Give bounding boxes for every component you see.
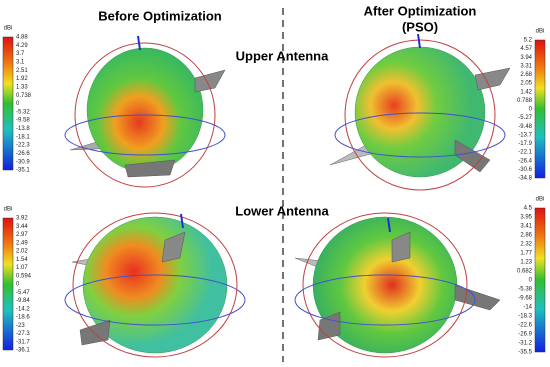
colorbar-tick-label: -9.84 xyxy=(16,298,30,304)
row-title: Upper Antenna xyxy=(236,48,329,63)
colorbar-tick-label: -31.2 xyxy=(518,341,532,347)
colorbar-tick-label: -9.58 xyxy=(16,118,30,124)
colorbar-tick-label: 0 xyxy=(16,282,20,288)
colorbar-tick-label: 2.51 xyxy=(16,68,28,74)
colorbar-tick-label: -22.3 xyxy=(16,143,30,149)
colorbar-tick-label: -30.6 xyxy=(518,167,532,173)
column-title: After Optimization xyxy=(364,3,477,18)
colorbar-tick-label: 3.7 xyxy=(16,51,25,57)
colorbar-tick-label: -18.1 xyxy=(16,134,30,140)
colorbar-tick-label: 1.77 xyxy=(520,251,532,257)
colorbar-tick-label: -23 xyxy=(16,323,25,329)
colorbar-tick-label: 0 xyxy=(16,101,20,107)
colorbar-tick-label: 2.05 xyxy=(520,81,532,87)
radiation-pattern xyxy=(329,33,511,191)
colorbar-tick-label: 4.29 xyxy=(16,43,28,49)
colorbar-tick-label: -26.6 xyxy=(16,151,30,157)
colorbar-unit: dBi xyxy=(536,197,545,203)
colorbar-tick-label: 2.68 xyxy=(520,72,532,78)
colorbar xyxy=(2,217,14,351)
colorbar-tick-label: 3.94 xyxy=(520,55,532,61)
colorbar-tick-label: -27.3 xyxy=(16,331,30,337)
colorbar-tick-label: 3.41 xyxy=(520,224,532,230)
colorbar-tick-label: 2.02 xyxy=(16,249,28,255)
colorbar-tick-label: 0.788 xyxy=(517,98,533,104)
colorbar-tick-label: -18.6 xyxy=(16,315,30,321)
colorbar-tick-label: 3.1 xyxy=(16,60,25,66)
colorbar-tick-label: 0.682 xyxy=(517,269,533,275)
column-title: Before Optimization xyxy=(98,8,222,23)
colorbar-unit: dBi xyxy=(536,29,545,35)
colorbar-tick-label: 1.33 xyxy=(16,84,28,90)
colorbar-tick-label: 1.54 xyxy=(16,257,28,263)
radiation-pattern xyxy=(294,212,501,358)
colorbar-tick-label: -9.48 xyxy=(518,124,532,130)
colorbar-tick-label: -9.68 xyxy=(518,296,532,302)
colorbar-tick-label: 1.23 xyxy=(520,260,532,266)
colorbar-tick-label: -13.7 xyxy=(518,132,532,138)
colorbar xyxy=(534,207,546,353)
radiation-pattern xyxy=(64,212,246,358)
colorbar xyxy=(2,36,14,171)
colorbar-tick-label: 0 xyxy=(529,107,533,113)
colorbar-tick-label: 4.5 xyxy=(524,206,533,212)
colorbar-tick-label: 1.42 xyxy=(520,89,532,95)
colorbar-unit: dBi xyxy=(4,207,13,213)
colorbar-tick-label: 2.97 xyxy=(16,232,28,238)
colorbar-tick-label: -14 xyxy=(523,305,532,311)
colorbar-tick-label: 3.31 xyxy=(520,63,532,69)
colorbar-tick-label: 1.07 xyxy=(16,265,28,271)
colorbar-tick-label: 0.594 xyxy=(16,273,32,279)
colorbar-tick-label: -30.9 xyxy=(16,159,30,165)
column-title: (PSO) xyxy=(402,19,438,34)
colorbar-tick-label: 2.86 xyxy=(520,233,532,239)
colorbar-tick-label: -26.9 xyxy=(518,332,532,338)
colorbar-tick-label: 4.88 xyxy=(16,35,28,41)
colorbar-tick-label: 2.32 xyxy=(520,242,532,248)
colorbar-tick-label: -5.32 xyxy=(16,109,30,115)
colorbar-tick-label: 1.92 xyxy=(16,76,28,82)
colorbar-tick-label: 5.2 xyxy=(524,38,533,44)
colorbar-tick-label: 3.92 xyxy=(16,216,28,222)
colorbar-tick-label: 3.95 xyxy=(520,215,532,221)
colorbar-tick-label: 0.738 xyxy=(16,93,32,99)
colorbar-tick-label: 0 xyxy=(529,278,533,284)
colorbar-unit: dBi xyxy=(4,26,13,32)
colorbar-tick-label: -36.1 xyxy=(16,348,30,354)
colorbar-tick-label: -34.8 xyxy=(518,176,532,182)
colorbar-tick-label: -35.5 xyxy=(518,350,532,356)
colorbar-tick-label: -22.1 xyxy=(518,150,532,156)
colorbar-tick-label: -31.7 xyxy=(16,339,30,345)
colorbar-tick-label: 3.44 xyxy=(16,224,28,230)
colorbar-tick-label: -35.1 xyxy=(16,168,30,174)
colorbar-tick-label: 4.57 xyxy=(520,46,532,52)
colorbar-tick-label: -26.4 xyxy=(518,158,532,164)
colorbar-tick-label: 2.49 xyxy=(16,240,28,246)
colorbar-tick-label: -18.3 xyxy=(518,314,532,320)
radiation-pattern xyxy=(64,35,226,188)
row-title: Lower Antenna xyxy=(235,203,329,218)
colorbar-tick-label: -22.6 xyxy=(518,323,532,329)
colorbar-tick-label: -5.47 xyxy=(16,290,30,296)
colorbar-tick-label: -13.8 xyxy=(16,126,30,132)
colorbar-tick-label: -14.2 xyxy=(16,306,30,312)
colorbar-tick-label: -5.38 xyxy=(518,287,532,293)
colorbar xyxy=(534,39,546,179)
colorbar-tick-label: -5.27 xyxy=(518,115,532,121)
colorbar-tick-label: -17.9 xyxy=(518,141,532,147)
